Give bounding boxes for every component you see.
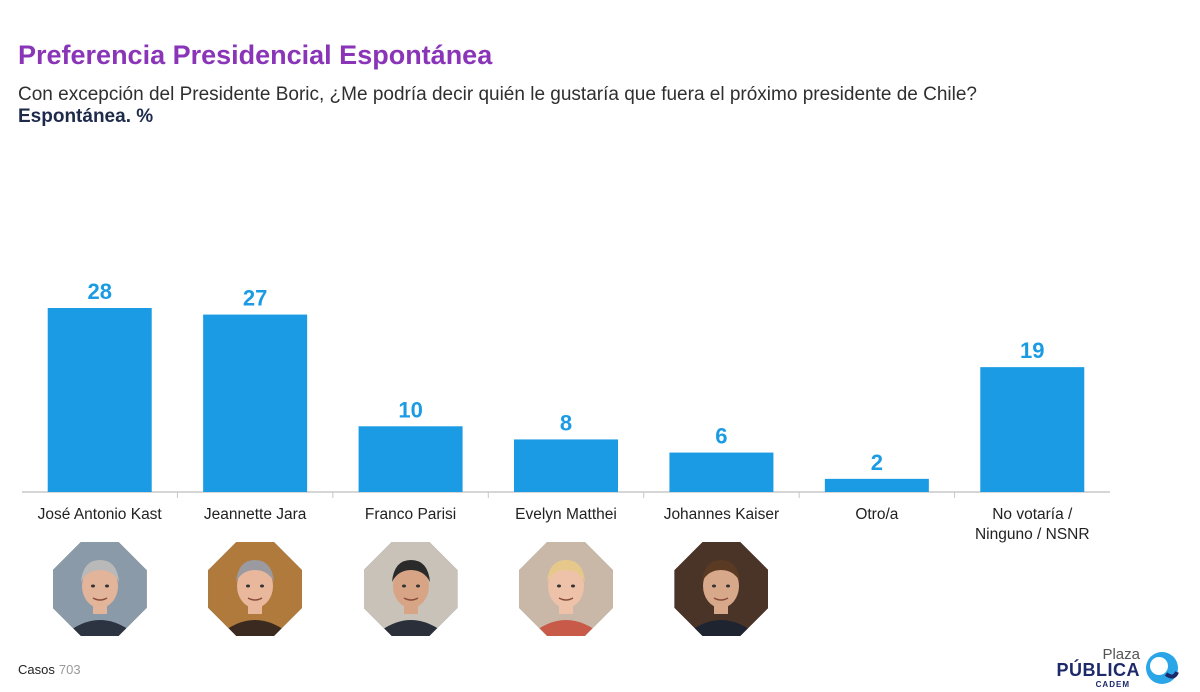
portrait-kast-icon [52,542,147,636]
bar-5 [824,478,929,492]
portrait-kaiser-icon [674,542,769,636]
plaza-publica-logo: Plaza PÚBLICA CADEM [1042,646,1182,690]
bar-0 [47,308,152,492]
cases-label: Casos [18,662,55,677]
bar-1 [203,314,308,492]
data-label: 10 [398,397,422,422]
logo-plaza-text: Plaza [1102,646,1140,663]
data-label: 8 [560,410,572,435]
question-text: Con excepción del Presidente Boric, ¿Me … [18,84,977,105]
category-label: José Antonio Kast [38,506,163,523]
data-label: 28 [87,279,111,304]
category-label: Johannes Kaiser [664,506,779,523]
page-title: Preferencia Presidencial Espontánea [18,40,493,70]
data-label: 27 [243,286,267,311]
data-label: 2 [871,450,883,475]
bar-4 [669,452,774,492]
candidate-photos [0,542,1200,642]
cases-footer: Casos 703 [18,662,81,677]
portrait-jara-icon [208,542,303,636]
category-label: Franco Parisi [365,506,456,523]
data-label: 19 [1020,338,1044,363]
logo-cadem-text: CADEM [1095,680,1130,689]
measure-label: Espontánea. % [18,106,154,127]
category-label: No votaría / [992,506,1073,523]
logo-publica-text: PÚBLICA [1056,660,1140,680]
cases-value: 703 [58,662,81,677]
category-label: Evelyn Matthei [515,506,617,523]
bar-6 [980,367,1085,492]
category-label: Ninguno / NSNR [975,526,1090,543]
portrait-parisi-icon [363,542,458,636]
logo-mark-icon [1146,652,1179,684]
data-label: 6 [715,424,727,449]
bar-3 [514,439,618,492]
category-label: Jeannette Jara [204,506,307,523]
bar-2 [358,426,463,492]
portrait-matthei-icon [519,542,613,636]
category-label: Otro/a [855,506,898,523]
